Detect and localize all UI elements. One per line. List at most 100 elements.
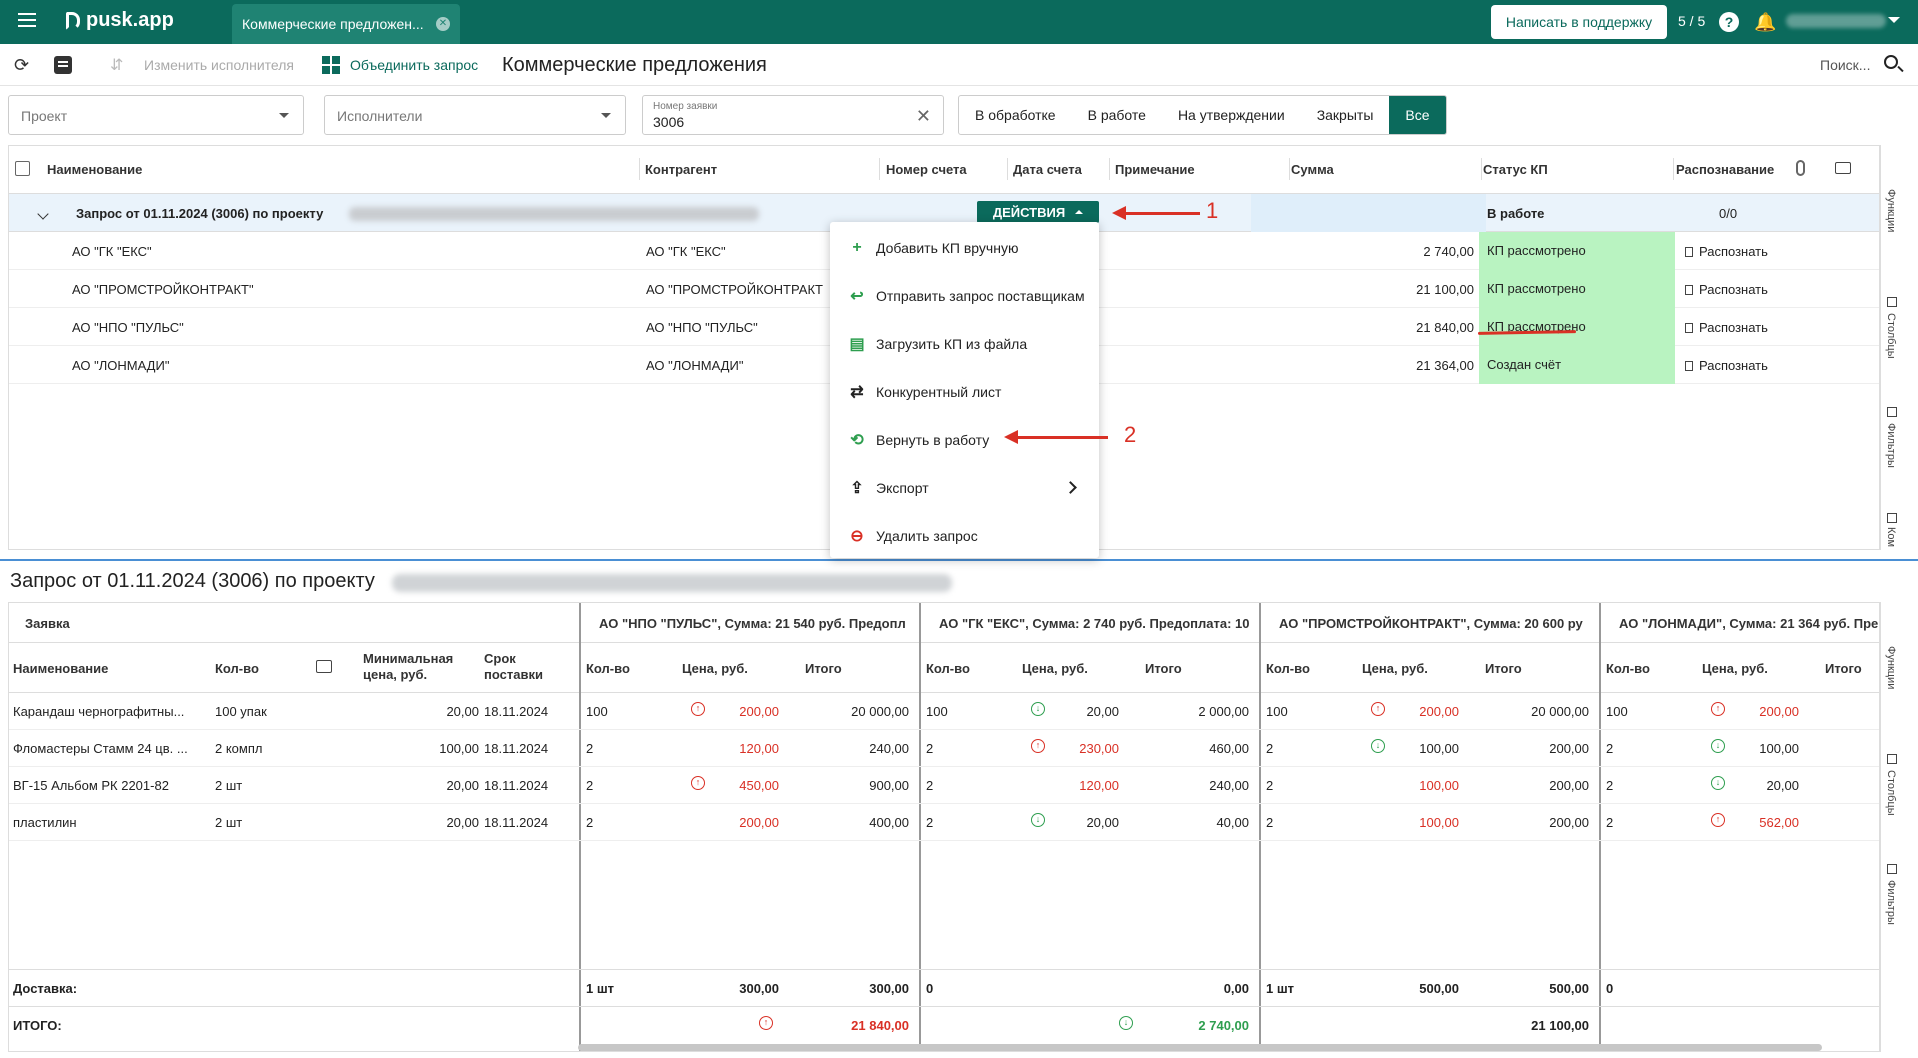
arrow-up-icon: ↑ [759, 1016, 773, 1030]
search-icon[interactable] [1884, 55, 1898, 69]
page-title: Коммерческие предложения [502, 53, 767, 76]
side-filters[interactable]: Фильтры [1885, 880, 1897, 925]
request-number-value[interactable]: 3006 [653, 114, 685, 130]
project-select[interactable]: Проект [8, 95, 304, 135]
menu-item-competitive-list[interactable]: ⇄ Конкурентный лист [830, 370, 1099, 414]
actions-button[interactable]: ДЕЙСТВИЯ [977, 201, 1099, 223]
col-status[interactable]: Статус КП [1483, 162, 1548, 177]
menu-item-add-offer[interactable]: + Добавить КП вручную [830, 226, 1099, 270]
menu-item-export[interactable]: ⇪ Экспорт [830, 466, 1099, 510]
col-counterparty[interactable]: Контрагент [645, 162, 718, 177]
menu-item-label: Удалить запрос [876, 528, 978, 544]
comment-icon[interactable] [316, 660, 332, 673]
chevron-down-icon[interactable] [1888, 17, 1900, 23]
total-value: 21 100,00 [1531, 1018, 1589, 1033]
menu-item-send-request[interactable]: ↩ Отправить запрос поставщикам [830, 274, 1099, 318]
support-button[interactable]: Написать в поддержку [1491, 5, 1667, 39]
table-row[interactable]: пластилин 2 шт 20,00 18.11.2024 2 200,00 400,0… [9, 804, 1879, 841]
menu-item-delete[interactable]: ⊖ Удалить запрос [830, 514, 1099, 558]
lower-title: Запрос от 01.11.2024 (3006) по проекту [10, 570, 375, 592]
row-sum: 21 840,00 [1416, 320, 1474, 335]
recognize-button[interactable]: Распознать [1685, 282, 1768, 297]
bell-icon[interactable]: 🔔 [1754, 12, 1777, 32]
logo[interactable]: pusk.app [66, 9, 174, 32]
document-icon[interactable] [54, 44, 74, 86]
comment-icon[interactable] [1835, 162, 1851, 174]
side-panel: Функции Столбцы Фильтры Ком [1880, 145, 1904, 550]
item-qty: 100 упак [215, 704, 267, 719]
help-icon[interactable]: ? [1719, 12, 1739, 32]
col-invoice-date[interactable]: Дата счета [1013, 162, 1082, 177]
change-executor-button[interactable]: ⇵ Изменить исполнителя [110, 44, 294, 86]
status-badge: Создан счёт [1479, 346, 1675, 384]
clear-icon[interactable]: ✕ [915, 106, 931, 126]
col-invoice-number[interactable]: Номер счета [886, 162, 967, 177]
paperclip-icon[interactable] [1796, 160, 1805, 176]
recognize-button[interactable]: Распознать [1685, 320, 1768, 335]
table-row[interactable]: Фломастеры Стамм 24 цв. ... 2 компл 100,00… [9, 730, 1879, 767]
offer-price: 562,00 [1759, 815, 1799, 830]
offer-qty: 2 [1266, 815, 1274, 830]
row-counterparty: АО "ЛОНМАДИ" [646, 358, 744, 373]
side-functions[interactable]: Функции [1885, 189, 1897, 233]
table-row[interactable]: Карандаш чернографитны... 100 упак 20,00 18… [9, 693, 1879, 730]
col-name[interactable]: Наименование [47, 162, 143, 177]
delivery-qty: 1 шт [1266, 981, 1295, 996]
caret-up-icon [1075, 210, 1084, 214]
menu-item-return-to-work[interactable]: ⟲ Вернуть в работу [830, 418, 1099, 462]
change-executor-label: Изменить исполнителя [144, 57, 294, 73]
recognize-label: Распознать [1699, 320, 1768, 335]
chevron-down-icon [279, 113, 289, 118]
annotation-arrow [1112, 206, 1200, 220]
tab-in-processing[interactable]: В обработке [975, 107, 1056, 123]
table-row[interactable]: АО "ПРОМСТРОЙКОНТРАКТ" АО "ПРОМСТРОЙКОНТ… [9, 270, 1879, 308]
divider [0, 559, 1918, 561]
hamburger-menu-icon[interactable] [18, 13, 36, 27]
offer-price: 20,00 [1766, 778, 1799, 793]
file-icon [1685, 247, 1693, 257]
tab-closed[interactable]: Закрыты [1316, 107, 1374, 123]
horizontal-scrollbar[interactable] [578, 1044, 1822, 1051]
user-name[interactable] [1786, 14, 1886, 28]
col-qty: Кол-во [586, 661, 630, 676]
side-filters[interactable]: Фильтры [1885, 423, 1897, 468]
offer-qty: 2 [1266, 741, 1274, 756]
col-note[interactable]: Примечание [1115, 162, 1195, 177]
merge-request-button[interactable]: Объединить запрос [322, 44, 478, 86]
executors-select[interactable]: Исполнители [324, 95, 626, 135]
offer-qty: 100 [586, 704, 608, 719]
table-row[interactable]: ВГ-15 Альбом РК 2201-82 2 шт 20,00 18.11.20… [9, 767, 1879, 804]
recognize-button[interactable]: Распознать [1685, 358, 1768, 373]
table-row[interactable]: АО "НПО "ПУЛЬС" АО "НПО "ПУЛЬС" 21 840,0… [9, 308, 1879, 346]
request-header: Заявка [25, 616, 70, 631]
side-functions[interactable]: Функции [1885, 646, 1897, 690]
row-counterparty: АО "ПРОМСТРОЙКОНТРАКТ [646, 282, 823, 297]
item-name: Карандаш чернографитны... [13, 704, 185, 719]
select-all-checkbox[interactable] [15, 161, 30, 176]
tab-commercial-offers[interactable]: Коммерческие предложен... ✕ [232, 4, 460, 44]
menu-item-upload-file[interactable]: ▤ Загрузить КП из файла [830, 322, 1099, 366]
tab-on-approval[interactable]: На утверждении [1177, 107, 1285, 123]
supplier-header-puls: АО "НПО "ПУЛЬС", Сумма: 21 540 руб. Пред… [599, 616, 906, 631]
columns-icon [1887, 297, 1897, 307]
col-total: Итого [1485, 661, 1522, 676]
chevron-down-icon[interactable] [37, 208, 49, 220]
group-title: Запрос от 01.11.2024 (3006) по проекту [76, 206, 324, 221]
col-recognition[interactable]: Распознавание [1676, 162, 1775, 177]
side-panel-lower: Функции Столбцы Фильтры [1880, 602, 1904, 1052]
request-number-field[interactable]: Номер заявки 3006 ✕ [642, 95, 944, 135]
refresh-icon[interactable]: ⟳ [14, 54, 30, 75]
side-comments[interactable]: Ком [1885, 527, 1897, 548]
tab-all[interactable]: Все [1389, 96, 1446, 134]
merge-icon [322, 56, 340, 74]
side-columns[interactable]: Столбцы [1885, 770, 1897, 816]
side-columns[interactable]: Столбцы [1885, 313, 1897, 359]
tab-in-work[interactable]: В работе [1087, 107, 1146, 123]
item-qty: 2 шт [215, 815, 243, 830]
menu-item-label: Экспорт [876, 480, 929, 496]
delivery-price: 300,00 [739, 981, 779, 996]
recognize-button[interactable]: Распознать [1685, 244, 1768, 259]
search-input[interactable]: Поиск... [1820, 57, 1871, 73]
col-sum[interactable]: Сумма [1291, 162, 1334, 177]
close-icon[interactable]: ✕ [436, 17, 450, 31]
